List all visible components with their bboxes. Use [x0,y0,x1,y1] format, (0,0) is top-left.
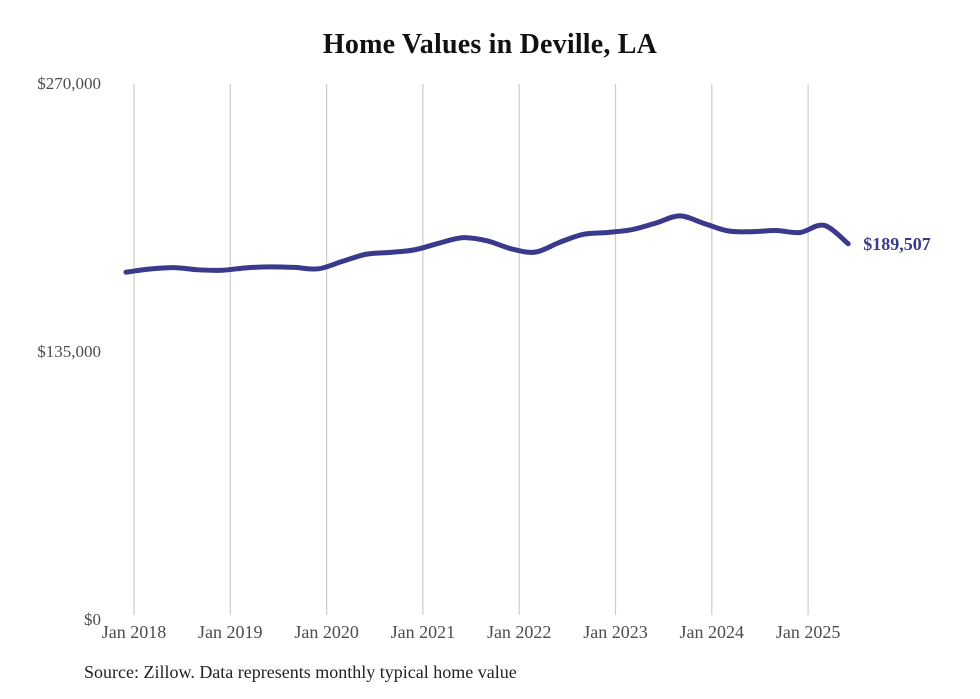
y-axis-tick-label: $135,000 [37,342,101,361]
x-axis-tick-label: Jan 2020 [294,622,359,642]
data-line-series-0 [123,213,851,275]
end-value-label: $189,507 [863,233,931,254]
x-axis-tick-label: Jan 2019 [198,622,263,642]
x-axis-tick-label: Jan 2025 [775,622,841,642]
x-axis-tick-label: Jan 2018 [101,622,167,642]
x-axis-tick-label: Jan 2023 [583,622,648,642]
source-note: Source: Zillow. Data represents monthly … [84,662,517,682]
x-axis-tick-label: Jan 2024 [679,622,745,642]
x-axis-tick-label: Jan 2021 [390,622,456,642]
chart-title: Home Values in Deville, LA [322,29,658,60]
x-axis-tick-label: Jan 2022 [486,622,552,642]
y-axis-tick-label: $270,000 [37,74,101,93]
gridlines-group [133,84,809,615]
y-axis-tick-label: $0 [84,610,101,629]
